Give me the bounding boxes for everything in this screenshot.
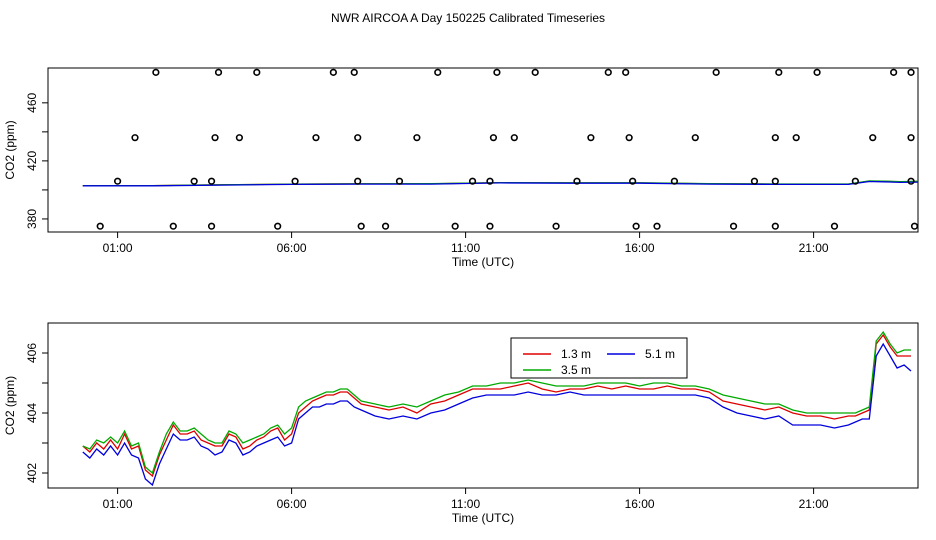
legend-box bbox=[510, 337, 688, 379]
chart-title: NWR AIRCOA A Day 150225 Calibrated Times… bbox=[331, 11, 605, 25]
y-tick-label: 460 bbox=[25, 92, 39, 112]
y-axis-label: CO2 (ppm) bbox=[3, 120, 17, 179]
series-line-3-5-m bbox=[82, 330, 911, 475]
x-tick-label: 01:00 bbox=[103, 241, 133, 255]
x-tick-label: 21:00 bbox=[799, 497, 829, 511]
calibration-point bbox=[830, 222, 839, 230]
x-tick-label: 11:00 bbox=[451, 241, 480, 255]
calibration-point bbox=[190, 177, 198, 185]
calibration-point bbox=[632, 222, 640, 230]
calibration-point bbox=[510, 134, 518, 142]
calibration-point bbox=[434, 68, 442, 76]
calibration-point bbox=[451, 222, 459, 230]
calibration-point bbox=[552, 222, 560, 230]
series-line-5-1-m bbox=[82, 180, 919, 187]
x-tick-label: 06:00 bbox=[277, 497, 307, 511]
calibration-point bbox=[890, 68, 898, 76]
top-panel-calibration-chart: 01:00 06:00 11:00 16:00 21:00 380 420 460 Time (… bbox=[3, 67, 919, 269]
calibration-point bbox=[712, 68, 720, 76]
x-axis-label: Time (UTC) bbox=[452, 511, 514, 525]
x-tick-label: 16:00 bbox=[625, 497, 655, 511]
calibration-point bbox=[486, 222, 494, 230]
calibration-point bbox=[381, 222, 390, 230]
calibration-point bbox=[354, 134, 362, 142]
calibration-point bbox=[207, 177, 216, 185]
calibration-point bbox=[211, 134, 219, 142]
calibration-point bbox=[792, 134, 800, 142]
calibration-point bbox=[851, 177, 859, 185]
y-tick-label: 420 bbox=[25, 151, 39, 171]
x-tick-label: 01:00 bbox=[103, 497, 133, 511]
calibration-point bbox=[354, 177, 362, 185]
calibration-point bbox=[131, 134, 139, 142]
calibration-point bbox=[629, 177, 637, 185]
legend-label: 5.1 m bbox=[645, 347, 675, 361]
series-line-5-1-m bbox=[82, 342, 912, 487]
calibration-point bbox=[813, 68, 821, 76]
calibration-point bbox=[207, 222, 216, 230]
x-axis-label: Time (UTC) bbox=[452, 255, 514, 269]
calibration-point bbox=[413, 134, 421, 142]
calibration-point bbox=[357, 222, 365, 230]
calibration-point bbox=[291, 177, 299, 185]
calibration-point bbox=[96, 222, 104, 230]
calibration-point bbox=[531, 68, 539, 76]
series-line-1-3-m bbox=[82, 333, 911, 478]
calibration-point bbox=[625, 134, 633, 142]
calibration-point bbox=[493, 68, 501, 76]
calibration-point bbox=[486, 177, 494, 185]
calibration-point bbox=[573, 177, 581, 185]
calibration-point bbox=[910, 222, 919, 230]
y-tick-label: 380 bbox=[25, 209, 39, 229]
x-tick-label: 11:00 bbox=[451, 497, 480, 511]
calibration-point bbox=[113, 177, 122, 185]
calibration-point bbox=[235, 134, 243, 142]
calibration-point bbox=[653, 222, 661, 230]
plot-frame bbox=[47, 322, 919, 489]
y-tick-label: 402 bbox=[25, 463, 39, 483]
y-tick-label: 404 bbox=[25, 403, 39, 423]
bottom-panel-timeseries-chart: 01:00 06:00 11:00 16:00 21:00 402 404 406 Time (… bbox=[3, 322, 919, 525]
calibration-point bbox=[907, 68, 915, 76]
calibration-point bbox=[869, 134, 877, 142]
calibration-point bbox=[152, 68, 160, 76]
x-tick-label: 21:00 bbox=[799, 241, 829, 255]
legend-label: 1.3 m bbox=[561, 347, 591, 361]
calibration-point bbox=[350, 68, 358, 76]
calibration-point bbox=[622, 68, 630, 76]
calibration-point bbox=[907, 177, 915, 185]
plot-frame bbox=[47, 67, 919, 233]
y-axis-label: CO2 (ppm) bbox=[3, 376, 17, 435]
calibration-point bbox=[670, 177, 679, 185]
calibration-point bbox=[489, 134, 498, 142]
calibration-point bbox=[771, 134, 779, 142]
calibration-point bbox=[691, 134, 699, 142]
calibration-point bbox=[395, 177, 404, 185]
calibration-point bbox=[312, 134, 320, 142]
calibration-point bbox=[775, 68, 783, 76]
calibration-point bbox=[750, 177, 759, 185]
calibration-point bbox=[771, 222, 779, 230]
calibration-point bbox=[468, 177, 477, 185]
calibration-point bbox=[729, 222, 738, 230]
x-tick-label: 16:00 bbox=[625, 241, 655, 255]
calibration-point bbox=[253, 68, 261, 76]
x-tick-label: 06:00 bbox=[277, 241, 307, 255]
calibration-point bbox=[771, 177, 779, 185]
calibration-point bbox=[329, 68, 337, 76]
y-tick-label: 406 bbox=[25, 343, 39, 363]
calibration-point bbox=[587, 134, 595, 142]
calibration-point bbox=[604, 68, 612, 76]
calibration-point bbox=[907, 134, 915, 142]
calibration-point bbox=[169, 222, 177, 230]
calibration-point bbox=[274, 222, 282, 230]
calibration-point bbox=[214, 68, 223, 76]
legend-label: 3.5 m bbox=[561, 363, 591, 377]
